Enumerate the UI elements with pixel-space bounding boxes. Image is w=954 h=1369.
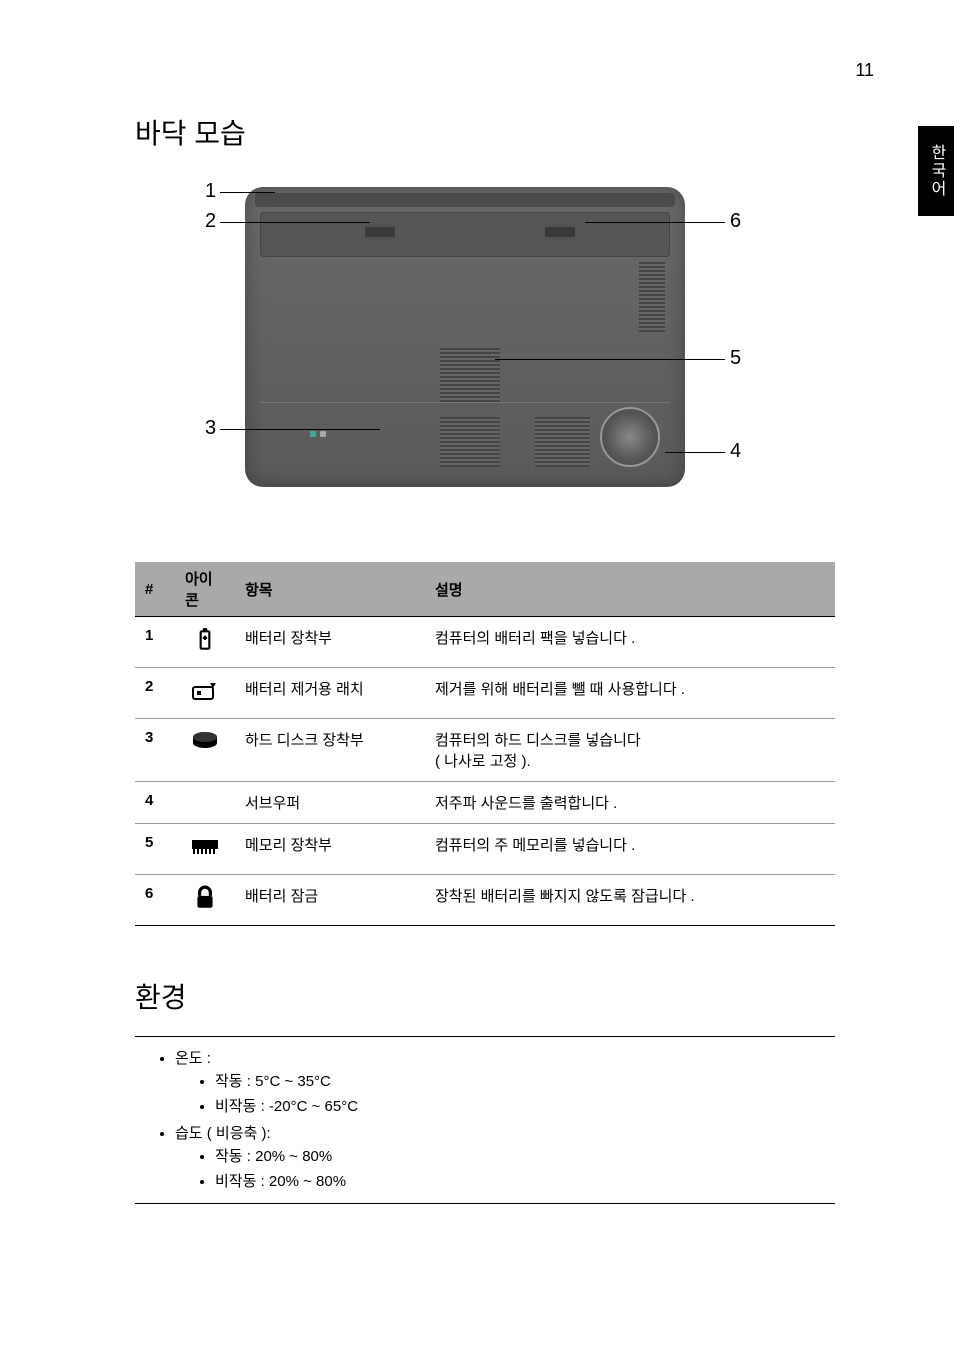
callout-5: 5	[730, 347, 741, 370]
environment-list: 온도 : 작동 : 5°C ~ 35°C 비작동 : -20°C ~ 65°C …	[135, 1036, 835, 1204]
table-row: 1 배터리 장착부 컴퓨터의 배터리 팩을 넣습니다 .	[135, 617, 835, 668]
callout-line	[220, 222, 370, 223]
th-number: #	[135, 562, 175, 617]
table-row: 5 메모리 장착부 컴퓨터의 주 메모리를 넣습니다 .	[135, 824, 835, 875]
callout-3: 3	[205, 417, 216, 440]
battery-bay-region	[260, 212, 670, 257]
memory-icon	[175, 824, 235, 875]
th-item: 항목	[235, 562, 425, 617]
language-tab: 한국어	[918, 126, 954, 216]
callout-line	[220, 192, 275, 193]
env-humidity-nonoperating: 비작동 : 20% ~ 80%	[215, 1168, 835, 1193]
laptop-body	[245, 187, 685, 487]
row-num: 5	[135, 824, 175, 875]
battery-release-icon	[175, 668, 235, 719]
table-row: 3 하드 디스크 장착부 컴퓨터의 하드 디스크를 넣습니다 ( 나사로 고정 …	[135, 719, 835, 782]
table-row: 6 배터리 잠금 장착된 배터리를 빠지지 않도록 잠급니다 .	[135, 875, 835, 926]
latch-left	[365, 227, 395, 237]
env-humidity-operating: 작동 : 20% ~ 80%	[215, 1143, 835, 1168]
vent-grille	[440, 347, 500, 402]
env-temp: 온도 : 작동 : 5°C ~ 35°C 비작동 : -20°C ~ 65°C	[175, 1045, 835, 1120]
row-num: 4	[135, 782, 175, 824]
row-desc: 저주파 사운드를 출력합니다 .	[425, 782, 835, 824]
env-temp-operating: 작동 : 5°C ~ 35°C	[215, 1068, 835, 1093]
battery-lock-icon	[175, 875, 235, 926]
row-desc: 컴퓨터의 하드 디스크를 넣습니다 ( 나사로 고정 ).	[425, 719, 835, 782]
battery-bay-icon	[175, 617, 235, 668]
callout-4: 4	[730, 440, 741, 463]
table-row: 4 서브우퍼 저주파 사운드를 출력합니다 .	[135, 782, 835, 824]
callout-line	[665, 452, 725, 453]
env-humidity-label: 습도 ( 비응축 ):	[175, 1125, 271, 1142]
row-num: 6	[135, 875, 175, 926]
row-desc: 컴퓨터의 배터리 팩을 넣습니다 .	[425, 617, 835, 668]
page-content: 바닥 모습 1 2 3 6 5 4	[135, 112, 835, 1204]
row-desc: 컴퓨터의 주 메모리를 넣습니다 .	[425, 824, 835, 875]
env-temp-label: 온도 :	[175, 1050, 211, 1067]
th-icon: 아이콘	[175, 562, 235, 617]
row-num: 2	[135, 668, 175, 719]
row-item: 배터리 장착부	[235, 617, 425, 668]
hdd-icon	[175, 719, 235, 782]
callout-6: 6	[730, 210, 741, 233]
subwoofer-circle	[600, 407, 660, 467]
laptop-bottom-diagram: 1 2 3 6 5 4	[165, 172, 865, 512]
vent-grille	[535, 417, 590, 467]
env-temp-nonoperating: 비작동 : -20°C ~ 65°C	[215, 1093, 835, 1118]
row-item: 배터리 잠금	[235, 875, 425, 926]
table-header-row: # 아이콘 항목 설명	[135, 562, 835, 617]
vent-grille	[639, 262, 665, 332]
section-title-environment: 환경	[135, 976, 835, 1016]
table-row: 2 배터리 제거용 래치 제거를 위해 배터리를 뺄 때 사용합니다 .	[135, 668, 835, 719]
empty-icon	[175, 782, 235, 824]
row-item: 배터리 제거용 래치	[235, 668, 425, 719]
th-desc: 설명	[425, 562, 835, 617]
panel-seam	[260, 402, 670, 403]
row-num: 3	[135, 719, 175, 782]
row-item: 하드 디스크 장착부	[235, 719, 425, 782]
row-num: 1	[135, 617, 175, 668]
callout-line	[220, 429, 380, 430]
callout-2: 2	[205, 210, 216, 233]
row-item: 서브우퍼	[235, 782, 425, 824]
hinge-area	[255, 193, 675, 207]
vent-grille	[440, 417, 500, 467]
indicator-dots	[310, 424, 340, 432]
page-number: 11	[855, 60, 874, 81]
env-humidity: 습도 ( 비응축 ): 작동 : 20% ~ 80% 비작동 : 20% ~ 8…	[175, 1120, 835, 1195]
row-item: 메모리 장착부	[235, 824, 425, 875]
row-desc: 장착된 배터리를 빠지지 않도록 잠급니다 .	[425, 875, 835, 926]
parts-table: # 아이콘 항목 설명 1 배터리 장착부 컴퓨터의 배터리 팩을 넣습니다 .…	[135, 562, 835, 926]
latch-right	[545, 227, 575, 237]
callout-line	[495, 359, 725, 360]
section-title-base-view: 바닥 모습	[135, 112, 835, 152]
callout-line	[585, 222, 725, 223]
callout-1: 1	[205, 180, 216, 203]
row-desc: 제거를 위해 배터리를 뺄 때 사용합니다 .	[425, 668, 835, 719]
